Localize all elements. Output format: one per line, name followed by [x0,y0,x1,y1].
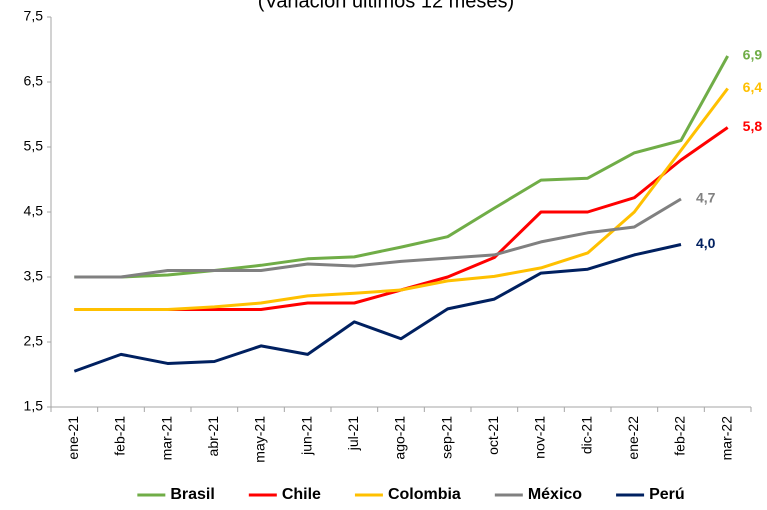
y-tick-label: 4,5 [24,203,44,219]
y-tick-label: 5,5 [24,138,44,154]
y-tick-label: 3,5 [24,268,44,284]
legend: Brasil Chile Colombia México Perú [137,486,685,503]
data-label: 4,7 [696,190,716,206]
y-tick-label: 2,5 [24,333,44,349]
y-tick-label: 6,5 [24,73,44,89]
x-tick-label: mar-22 [718,416,734,461]
x-tick-label: nov-21 [532,416,548,459]
series-line [74,87,729,311]
x-tick-label: jun-21 [298,416,314,456]
x-tick-label: mar-21 [158,416,174,461]
legend-label: Perú [649,486,685,503]
series-line [74,197,682,279]
x-tick-label: feb-22 [672,416,688,456]
y-tick-label: 1,5 [24,398,44,414]
x-tick-label: sep-21 [438,416,454,459]
x-tick-label: may-21 [252,416,268,463]
series-line [74,55,729,279]
legend-label: Chile [282,486,321,503]
data-label: 6,9 [743,47,763,63]
x-tick-label: jul-21 [345,416,361,451]
x-tick-label: dic-21 [578,416,594,454]
x-tick-label: ene-21 [65,416,81,460]
legend-label: México [528,486,582,503]
x-tick-label: ene-22 [625,416,641,460]
legend-label: Colombia [388,486,461,503]
y-tick-label: 7,5 [24,8,44,24]
data-label: 6,4 [743,79,763,95]
x-tick-label: oct-21 [485,416,501,455]
series-line [73,243,682,373]
x-tick-label: feb-21 [112,416,128,456]
data-label: 4,0 [696,235,716,251]
x-tick-label: ago-21 [392,416,408,460]
legend-label: Brasil [170,486,214,503]
data-label: 5,8 [743,118,763,134]
x-tick-label: abr-21 [205,416,221,457]
chart-subtitle: (Variación últimos 12 meses) [258,0,514,12]
